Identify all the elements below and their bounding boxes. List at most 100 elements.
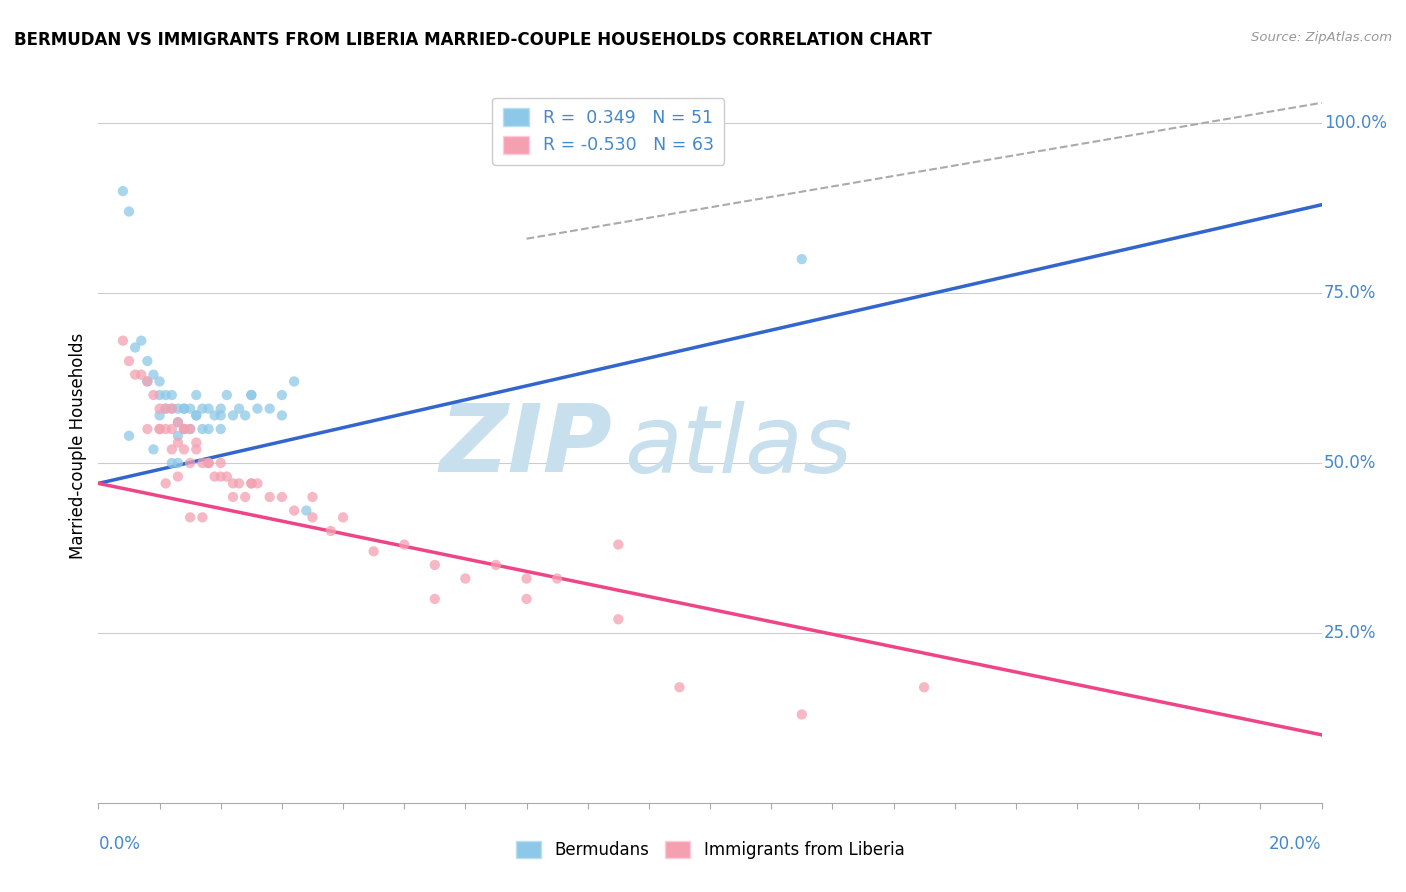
Y-axis label: Married-couple Households: Married-couple Households xyxy=(69,333,87,559)
Point xyxy=(160,422,183,436)
Point xyxy=(142,368,165,382)
Point xyxy=(149,422,172,436)
Point xyxy=(136,375,159,389)
Point xyxy=(142,388,165,402)
Point xyxy=(160,388,183,402)
Point xyxy=(191,422,214,436)
Point xyxy=(259,401,281,416)
Text: atlas: atlas xyxy=(624,401,852,491)
Point xyxy=(173,422,195,436)
Point xyxy=(607,612,630,626)
Point xyxy=(209,409,232,423)
Point xyxy=(423,591,446,606)
Point xyxy=(186,435,208,450)
Point xyxy=(270,388,294,402)
Point xyxy=(155,388,177,402)
Legend: Bermudans, Immigrants from Liberia: Bermudans, Immigrants from Liberia xyxy=(509,834,911,866)
Point xyxy=(516,572,538,586)
Point xyxy=(186,409,208,423)
Point xyxy=(149,409,172,423)
Point xyxy=(197,456,219,470)
Point xyxy=(301,510,323,524)
Point xyxy=(136,375,159,389)
Point xyxy=(173,442,195,457)
Point xyxy=(204,469,226,483)
Point xyxy=(319,524,342,538)
Point xyxy=(173,422,195,436)
Point xyxy=(167,415,190,429)
Point xyxy=(270,490,294,504)
Point xyxy=(332,510,354,524)
Point xyxy=(160,456,183,470)
Point xyxy=(222,476,245,491)
Point xyxy=(173,401,195,416)
Point xyxy=(283,503,305,517)
Point xyxy=(197,456,219,470)
Point xyxy=(124,368,146,382)
Point xyxy=(160,401,183,416)
Point xyxy=(301,490,323,504)
Point xyxy=(149,401,172,416)
Point xyxy=(283,375,305,389)
Point xyxy=(240,388,263,402)
Point xyxy=(179,456,201,470)
Point xyxy=(240,388,263,402)
Point xyxy=(179,422,201,436)
Point xyxy=(173,422,195,436)
Point xyxy=(149,388,172,402)
Point xyxy=(155,476,177,491)
Point xyxy=(209,401,232,416)
Point xyxy=(270,409,294,423)
Point xyxy=(191,401,214,416)
Point xyxy=(129,368,152,382)
Point xyxy=(167,415,190,429)
Point xyxy=(155,401,177,416)
Point xyxy=(167,469,190,483)
Point xyxy=(668,680,690,694)
Point xyxy=(222,409,245,423)
Point xyxy=(215,469,238,483)
Point xyxy=(142,442,165,457)
Point xyxy=(129,334,152,348)
Point xyxy=(167,435,190,450)
Point xyxy=(167,456,190,470)
Point xyxy=(149,375,172,389)
Point xyxy=(179,510,201,524)
Point xyxy=(191,456,214,470)
Point xyxy=(546,572,568,586)
Point xyxy=(136,422,159,436)
Point xyxy=(186,388,208,402)
Point xyxy=(259,490,281,504)
Point xyxy=(246,476,269,491)
Text: 25.0%: 25.0% xyxy=(1324,624,1376,642)
Point xyxy=(454,572,477,586)
Point xyxy=(516,591,538,606)
Point xyxy=(222,490,245,504)
Point xyxy=(197,401,219,416)
Point xyxy=(246,401,269,416)
Point xyxy=(392,537,416,551)
Point xyxy=(186,442,208,457)
Text: 50.0%: 50.0% xyxy=(1324,454,1376,472)
Point xyxy=(209,422,232,436)
Point xyxy=(118,354,141,368)
Text: ZIP: ZIP xyxy=(439,400,612,492)
Point xyxy=(149,422,172,436)
Text: 100.0%: 100.0% xyxy=(1324,114,1388,132)
Point xyxy=(186,409,208,423)
Point xyxy=(240,476,263,491)
Point xyxy=(173,401,195,416)
Point xyxy=(124,341,146,355)
Point xyxy=(209,456,232,470)
Text: 20.0%: 20.0% xyxy=(1270,835,1322,853)
Point xyxy=(160,442,183,457)
Point xyxy=(215,388,238,402)
Point xyxy=(228,476,250,491)
Point xyxy=(155,401,177,416)
Point xyxy=(167,401,190,416)
Point xyxy=(363,544,385,558)
Text: Source: ZipAtlas.com: Source: ZipAtlas.com xyxy=(1251,31,1392,45)
Point xyxy=(160,401,183,416)
Point xyxy=(118,204,141,219)
Point xyxy=(790,707,813,722)
